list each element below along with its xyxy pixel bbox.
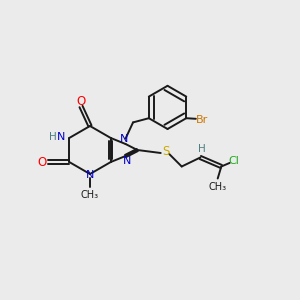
Text: N: N [86,170,94,180]
Text: O: O [76,94,85,108]
Text: Cl: Cl [229,156,239,166]
Text: CH₃: CH₃ [208,182,227,192]
Text: O: O [37,155,46,169]
Text: H: H [50,132,57,142]
Text: H: H [198,144,206,154]
Text: Br: Br [196,115,208,125]
Text: N: N [123,156,131,167]
Text: S: S [162,145,169,158]
Text: N: N [57,132,65,142]
Text: N: N [120,134,128,144]
Text: CH₃: CH₃ [81,190,99,200]
